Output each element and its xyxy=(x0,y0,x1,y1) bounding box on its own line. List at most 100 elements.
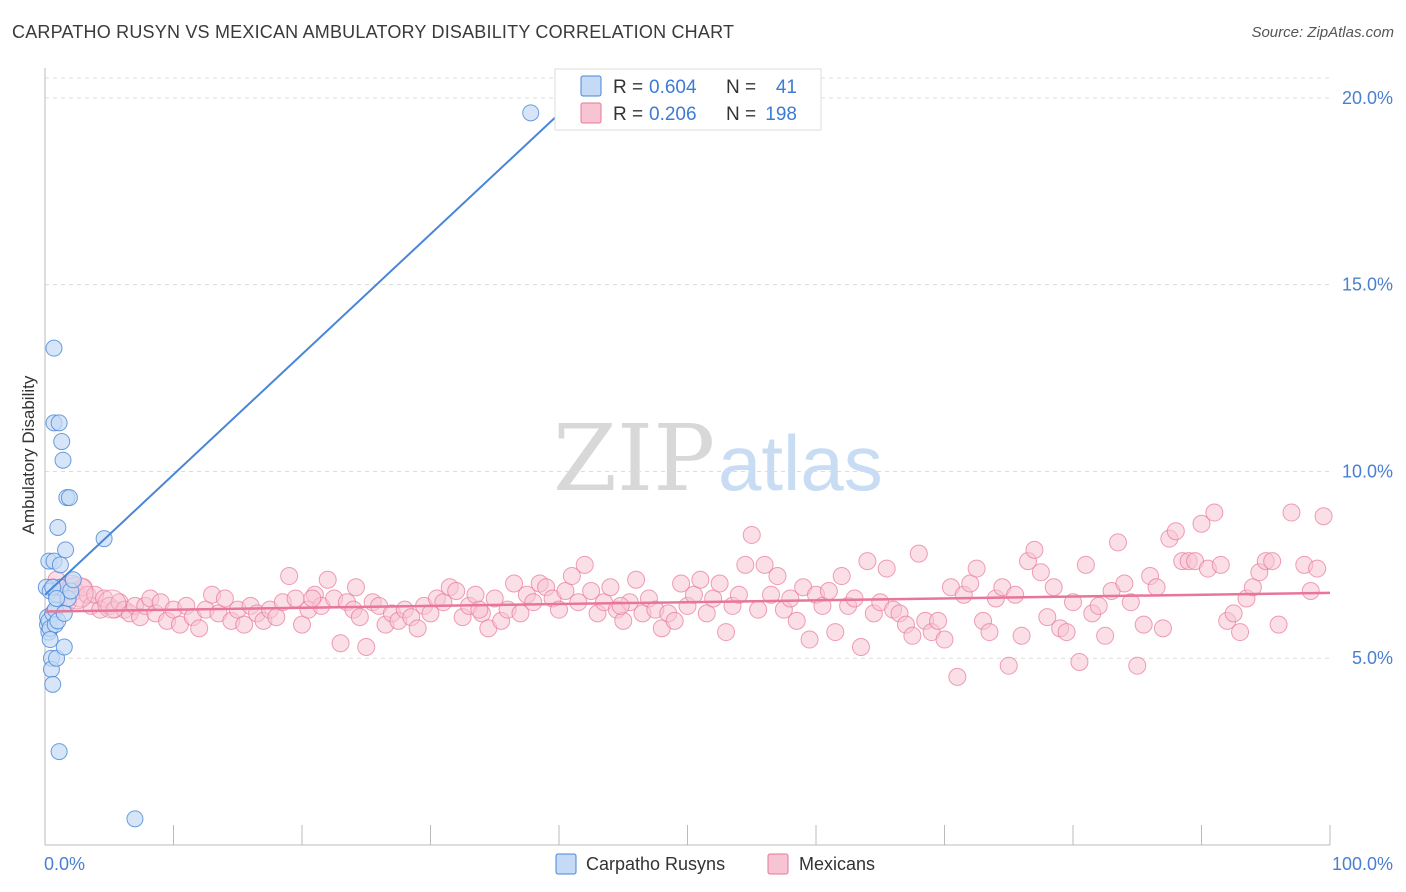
mexicans-point xyxy=(611,596,630,615)
mexicans-point xyxy=(1211,555,1230,574)
watermark-zip: ZIP xyxy=(553,405,715,512)
carpatho-rusyns-point xyxy=(50,743,68,761)
mexicans-point xyxy=(1089,596,1108,615)
carpatho-rusyns-points xyxy=(37,104,540,828)
mexicans-point xyxy=(762,585,781,604)
mexicans-point xyxy=(346,578,365,597)
mexicans-point xyxy=(742,525,761,544)
mexicans-point xyxy=(935,630,954,649)
mexicans-point xyxy=(447,581,466,600)
legend-n-value-1: 41 xyxy=(776,77,797,98)
grid-lines xyxy=(45,77,1330,659)
mexicans-point xyxy=(813,596,832,615)
legend-swatch-mexicans xyxy=(767,853,789,875)
mexicans-point xyxy=(736,555,755,574)
legend-label-mexicans: Mexicans xyxy=(799,854,875,874)
source-label: Source: ZipAtlas.com xyxy=(1251,24,1394,41)
carpatho-rusyns-point xyxy=(41,631,59,649)
mexicans-points xyxy=(43,503,1333,686)
carpatho-rusyns-point xyxy=(53,433,71,451)
mexicans-point xyxy=(800,630,819,649)
mexicans-point xyxy=(582,581,601,600)
mexicans-point xyxy=(331,634,350,653)
mexicans-point xyxy=(755,555,774,574)
series-legend: Carpatho Rusyns Mexicans xyxy=(555,853,875,875)
mexicans-point xyxy=(1012,626,1031,645)
mexicans-point xyxy=(1301,581,1320,600)
mexicans-point xyxy=(909,544,928,563)
correlation-legend: R = 0.604 N = 41 R = 0.206 N = 198 xyxy=(554,68,822,131)
mexicans-point xyxy=(190,619,209,638)
mexicans-point xyxy=(1134,615,1153,634)
legend-swatch-carpatho xyxy=(555,853,577,875)
carpatho-rusyns-point xyxy=(55,638,73,656)
mexicans-point xyxy=(1205,503,1224,522)
mexicans-point xyxy=(1314,507,1333,526)
mexicans-point xyxy=(614,611,633,630)
mexicans-point xyxy=(768,567,787,586)
carpatho-rusyns-point xyxy=(55,604,73,622)
mexicans-point xyxy=(1308,559,1327,578)
mexicans-point xyxy=(1243,578,1262,597)
x-tick-label: 0.0% xyxy=(44,854,85,874)
mexicans-point xyxy=(1044,578,1063,597)
mexicans-point xyxy=(215,589,234,608)
mexicans-point xyxy=(729,585,748,604)
mexicans-point xyxy=(1064,593,1082,612)
mexicans-point xyxy=(97,589,127,619)
legend-r-label-2: R = xyxy=(613,104,643,125)
legend-swatch-blue xyxy=(580,75,602,97)
mexicans-point xyxy=(691,570,710,589)
mexicans-point xyxy=(485,589,504,608)
x-tick-label: 100.0% xyxy=(1332,854,1393,874)
watermark: ZIP atlas xyxy=(553,405,883,512)
mexicans-point xyxy=(877,559,896,578)
mexicans-point xyxy=(357,638,376,657)
legend-r-value-2: 0.206 xyxy=(649,104,697,125)
mexicans-point xyxy=(1231,623,1250,642)
mexicans-trend-line xyxy=(44,591,1331,613)
y-tick-label: 20.0% xyxy=(1342,88,1393,108)
mexicans-point xyxy=(1076,555,1095,574)
mexicans-point xyxy=(1166,522,1185,541)
mexicans-point xyxy=(1269,615,1288,634)
mexicans-point xyxy=(684,585,703,604)
mexicans-point xyxy=(787,611,806,630)
mexicans-point xyxy=(1006,585,1025,604)
y-tick-labels: 5.0% 10.0% 15.0% 20.0% xyxy=(1342,88,1393,668)
mexicans-point xyxy=(280,567,299,586)
mexicans-point xyxy=(470,600,489,619)
mexicans-point xyxy=(408,619,427,638)
mexicans-point xyxy=(550,600,568,619)
carpatho-rusyns-point xyxy=(48,589,66,607)
mexicans-point xyxy=(267,608,286,627)
watermark-atlas: atlas xyxy=(718,419,883,507)
legend-label-carpatho: Carpatho Rusyns xyxy=(586,854,725,874)
carpatho-rusyns-point xyxy=(44,675,62,693)
mexicans-point xyxy=(1115,574,1134,593)
carpatho-rusyns-point xyxy=(49,518,67,536)
mexicans-point xyxy=(999,656,1018,675)
mexicans-point xyxy=(524,593,543,612)
mexicans-point xyxy=(665,611,684,630)
mexicans-point xyxy=(980,623,999,642)
mexicans-point xyxy=(1031,563,1050,582)
carpatho-rusyns-point xyxy=(64,571,82,589)
legend-n-label-2: N = xyxy=(726,104,756,125)
mexicans-point xyxy=(948,667,967,686)
mexicans-point xyxy=(1121,593,1140,612)
mexicans-point xyxy=(556,581,575,600)
mexicans-point xyxy=(1096,626,1115,645)
y-tick-label: 15.0% xyxy=(1342,275,1393,295)
mexicans-point xyxy=(1224,604,1243,623)
mexicans-point xyxy=(562,567,581,586)
mexicans-point xyxy=(826,623,845,642)
mexicans-point xyxy=(967,559,986,578)
mexicans-point xyxy=(851,638,870,657)
mexicans-point xyxy=(961,574,980,593)
mexicans-point xyxy=(1282,503,1301,522)
mexicans-point xyxy=(1025,540,1044,559)
carpatho-rusyns-point xyxy=(60,489,78,507)
mexicans-point xyxy=(1057,623,1076,642)
